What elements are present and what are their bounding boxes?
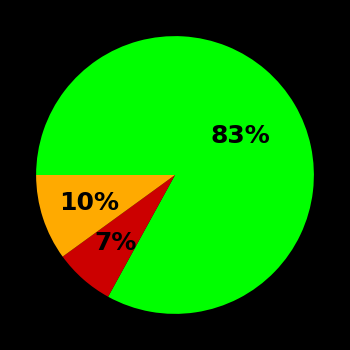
Text: 7%: 7%: [94, 231, 136, 255]
Text: 83%: 83%: [211, 124, 271, 148]
Text: 10%: 10%: [59, 191, 119, 215]
Wedge shape: [36, 175, 175, 257]
Wedge shape: [36, 36, 314, 314]
Wedge shape: [63, 175, 175, 297]
